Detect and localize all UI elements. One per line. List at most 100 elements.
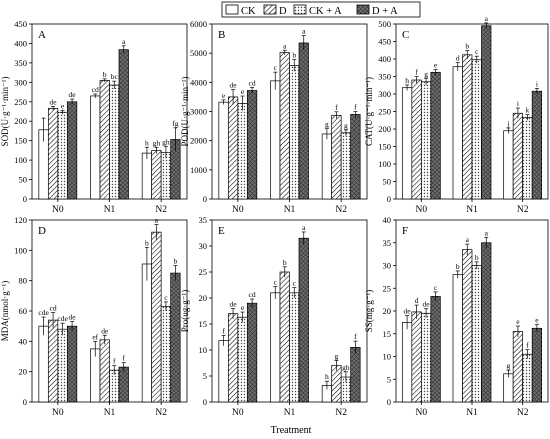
bar-d-a-n1 bbox=[481, 242, 492, 403]
legend-swatch-d-a bbox=[356, 4, 370, 15]
y-tick-label: 50 bbox=[383, 177, 392, 187]
significance-letter: cde bbox=[38, 308, 49, 317]
significance-letter: b bbox=[292, 51, 296, 60]
bar-d-a-n0 bbox=[246, 90, 258, 200]
bar-ck-n2 bbox=[503, 130, 514, 200]
significance-letter: h bbox=[145, 138, 149, 147]
bar-d-n0 bbox=[411, 79, 422, 200]
bar-ck-a-n1 bbox=[289, 65, 300, 200]
significance-letter: g bbox=[424, 69, 428, 78]
bar-d-n1 bbox=[279, 52, 290, 200]
bar-d-a-n1 bbox=[481, 25, 492, 200]
significance-letter: cd bbox=[50, 304, 57, 313]
significance-letter: e bbox=[535, 316, 539, 325]
bar-ck-a-n1 bbox=[471, 265, 482, 403]
significance-letter: a bbox=[302, 223, 306, 232]
significance-letter: f bbox=[526, 341, 529, 350]
bar-ck-a-n0 bbox=[420, 81, 432, 200]
legend-label-d-a: D + A bbox=[372, 6, 398, 17]
bar-ck-a-n2 bbox=[340, 132, 352, 200]
y-tick-label: 35 bbox=[199, 215, 208, 225]
significance-letter: b bbox=[475, 253, 479, 262]
y-tick-label: 100 bbox=[14, 155, 27, 165]
y-tick-label: 0 bbox=[387, 194, 391, 204]
y-tick-label: 0 bbox=[387, 397, 391, 407]
significance-letter: cd bbox=[249, 290, 256, 299]
bar-ck-n0 bbox=[401, 322, 413, 403]
y-tick-label: 25 bbox=[383, 283, 392, 293]
y-axis-label: SOD(U·g⁻¹·min⁻¹) bbox=[0, 77, 10, 147]
panel-letter: A bbox=[38, 29, 46, 41]
significance-letter: h bbox=[325, 372, 329, 381]
significance-letter: e bbox=[61, 101, 65, 110]
significance-letter: gh bbox=[342, 363, 350, 372]
significance-letter: g bbox=[325, 120, 329, 129]
panels: 050100150200250300350400450ASOD(U·g⁻¹·mi… bbox=[0, 14, 549, 418]
significance-letter: de bbox=[50, 97, 58, 106]
x-tick-label: N1 bbox=[104, 408, 116, 418]
bar-d-n2 bbox=[331, 365, 342, 403]
y-tick-label: 100 bbox=[378, 159, 391, 169]
bar-ck-a-n0 bbox=[237, 316, 248, 403]
significance-letter: f bbox=[123, 354, 126, 363]
panel-a: 0 50 100 150 200 250 300 350 400 450 A SOD(U·g⁻¹·mi… bbox=[0, 19, 188, 215]
x-tick-label: N2 bbox=[155, 408, 167, 418]
significance-letter: c bbox=[475, 47, 479, 56]
significance-letter: a bbox=[466, 235, 470, 244]
y-tick-label: 30 bbox=[199, 241, 208, 251]
bar-ck-n1 bbox=[90, 95, 101, 200]
y-tick-label: 450 bbox=[378, 37, 391, 47]
y-tick-label: 5 bbox=[203, 371, 207, 381]
significance-letter: f bbox=[113, 357, 116, 366]
panel-letter: D bbox=[38, 225, 46, 237]
significance-letter: b bbox=[145, 238, 149, 247]
y-tick-label: 300 bbox=[378, 89, 391, 99]
bar-ck-n0 bbox=[401, 87, 413, 200]
significance-letter: f bbox=[354, 103, 357, 112]
bar-ck-a-n0 bbox=[57, 111, 68, 200]
significance-letter: e bbox=[241, 87, 245, 96]
x-tick-label: N1 bbox=[284, 205, 296, 215]
y-tick-label: 350 bbox=[14, 58, 27, 68]
bar-ck-a-n1 bbox=[471, 59, 482, 200]
bar-ck-a-n0 bbox=[57, 328, 68, 403]
x-tick-label: N1 bbox=[104, 205, 116, 215]
panel-letter: B bbox=[218, 29, 225, 41]
y-tick-label: 200 bbox=[378, 124, 391, 134]
significance-letter: a bbox=[302, 27, 306, 36]
y-tick-label: 15 bbox=[199, 319, 208, 329]
bar-d-n0 bbox=[411, 311, 422, 403]
panel-c: 0 50 100 150 200 250 300 350 400 450 500 C CAT(U·g⁻¹… bbox=[364, 14, 549, 215]
x-tick-label: N2 bbox=[517, 205, 529, 215]
x-axis-label: Treatment bbox=[271, 425, 312, 436]
y-axis-label: Pro(ug·g⁻¹) bbox=[180, 290, 190, 332]
significance-letter: a bbox=[155, 216, 159, 225]
significance-letter: bc bbox=[111, 72, 119, 81]
significance-letter: de bbox=[230, 81, 238, 90]
significance-letter: g bbox=[335, 351, 339, 360]
significance-letter: e bbox=[516, 317, 520, 326]
significance-letter: h bbox=[405, 76, 409, 85]
legend-swatch-ck-a bbox=[293, 4, 307, 15]
significance-letter: c bbox=[274, 278, 278, 287]
bar-d-n0 bbox=[47, 319, 59, 403]
bar-d-n2 bbox=[151, 150, 162, 200]
y-tick-label: 40 bbox=[19, 336, 28, 346]
x-tick-label: N1 bbox=[466, 408, 478, 418]
significance-letter: c bbox=[434, 283, 438, 292]
significance-letter: cd bbox=[92, 85, 99, 94]
significance-letter: c bbox=[274, 63, 278, 72]
bar-d-a-n0 bbox=[430, 71, 441, 200]
significance-letter: fg bbox=[172, 119, 178, 128]
x-tick-label: N2 bbox=[517, 408, 529, 418]
y-tick-label: 35 bbox=[383, 238, 392, 248]
y-tick-label: 0 bbox=[203, 397, 207, 407]
y-tick-label: 80 bbox=[19, 276, 28, 286]
significance-letter: de bbox=[101, 326, 109, 335]
bar-d-a-n0 bbox=[246, 302, 258, 403]
y-tick-label: 20 bbox=[199, 293, 208, 303]
significance-letter: g bbox=[344, 121, 348, 130]
y-axis-label: SS(mg·g⁻¹) bbox=[364, 290, 374, 332]
